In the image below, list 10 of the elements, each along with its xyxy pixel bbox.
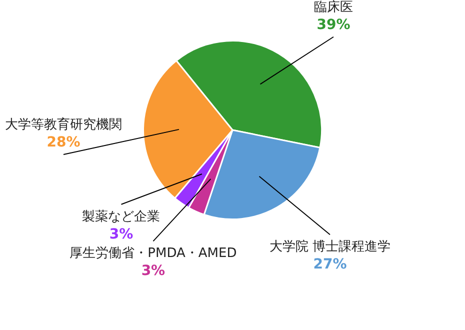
slice-label: 大学院 博士課程進学 bbox=[269, 240, 391, 255]
slice-label: 厚生労働省・PMDA・AMED bbox=[70, 246, 237, 262]
data-label: 27% bbox=[313, 256, 347, 273]
data-label: 3% bbox=[109, 226, 134, 242]
slice-label: 臨床医 bbox=[314, 0, 353, 15]
data-label: 3% bbox=[141, 263, 166, 280]
slice-label: 大学等教育研究機関 bbox=[5, 116, 122, 133]
data-label: 28% bbox=[46, 134, 80, 151]
slice-label: 製薬など企業 bbox=[82, 209, 160, 224]
data-label: 39% bbox=[316, 16, 350, 33]
